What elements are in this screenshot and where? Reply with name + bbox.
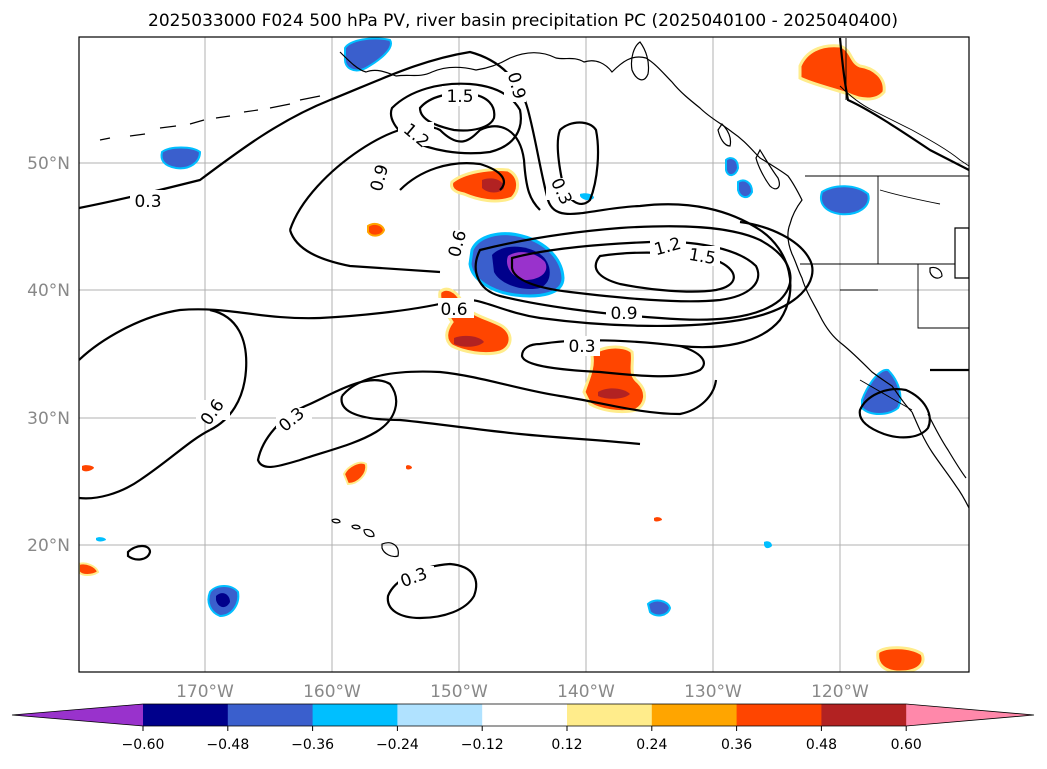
contour-label: 0.9 [610,304,637,324]
precip-negative-core [216,593,230,608]
contour-label: 0.3 [568,337,595,357]
precip-negative-region [820,185,870,216]
colorbar-segment [736,704,822,726]
colorbar-tick-label: 0.24 [636,737,667,753]
map-title: 2025033000 F024 500 hPa PV, river basin … [148,11,898,31]
colorbar-tick-label: −0.60 [122,737,165,753]
precip-shading [79,37,925,672]
colorbar-extend-high [906,704,1034,726]
colorbar-tick-label: 0.12 [551,737,582,753]
precip-positive-core [482,178,504,193]
colorbar-tick-label: −0.36 [291,737,334,753]
lon-label-120w: 120°W [811,682,869,702]
precip-positive-region [367,222,386,237]
precip-positive-region [654,517,662,522]
colorbar-extend-low [12,704,143,726]
contour-label: 0.3 [134,192,161,212]
longitude-labels: 170°W 160°W 150°W 140°W 130°W 120°W [176,682,869,702]
precip-positive-region [798,44,886,101]
lat-label-50: 50°N [27,154,70,174]
precip-negative-region [764,541,772,549]
colorbar-tick-label: −0.12 [461,737,504,753]
lat-label-40: 40°N [27,281,70,301]
colorbar-segment [312,704,398,726]
colorbar-tick-label: −0.24 [376,737,419,753]
precip-negative-region [646,599,672,617]
precip-negative-peak [506,252,547,280]
lon-label-130w: 130°W [684,682,742,702]
lon-label-160w: 160°W [303,682,361,702]
contour-label: 1.5 [446,87,473,107]
colorbar: −0.60 −0.48 −0.36 −0.24 −0.12 0.12 0.24 0.36 0.4… [11,703,1035,753]
colorbar-segment [651,704,738,726]
colorbar-tick-label: 0.48 [806,737,837,753]
precip-positive-region [82,465,94,472]
lat-label-30: 30°N [27,409,70,429]
precip-positive-region [79,562,100,576]
pv-contours [79,37,969,620]
precip-positive-region [876,646,925,672]
precip-positive-region [406,465,412,470]
map-frame [78,36,970,673]
precip-negative-region [343,37,392,72]
colorbar-segment [567,704,653,726]
colorbar-segment [143,704,229,726]
precip-negative-region [725,157,740,176]
colorbar-segment [397,704,483,726]
precip-negative-region [160,146,202,170]
contour-label: 0.6 [440,300,467,320]
lat-label-20: 20°N [27,536,70,556]
colorbar-segment [482,704,568,726]
latitude-labels: 50°N 40°N 30°N 20°N [27,154,70,556]
precip-negative-region [737,179,754,198]
borders [800,38,969,411]
precip-positive-core [598,388,630,399]
lon-label-170w: 170°W [176,682,234,702]
colorbar-tick-label: −0.48 [206,737,249,753]
precip-negative-region [96,537,106,542]
colorbar-segment [821,704,907,726]
precip-positive-core [454,335,484,347]
colorbar-tick-label: 0.60 [891,737,922,753]
colorbar-tick-label: 0.36 [721,737,752,753]
colorbar-segment [227,704,314,726]
contour-labels: 0.3 0.3 0.3 0.3 0.3 0.6 0.6 0.6 0.9 0.9 … [130,70,720,592]
lon-label-140w: 140°W [557,682,615,702]
map-area [79,37,969,672]
lon-label-150w: 150°W [430,682,488,702]
precip-positive-region [342,461,368,486]
contour-label: 1.5 [687,245,717,269]
